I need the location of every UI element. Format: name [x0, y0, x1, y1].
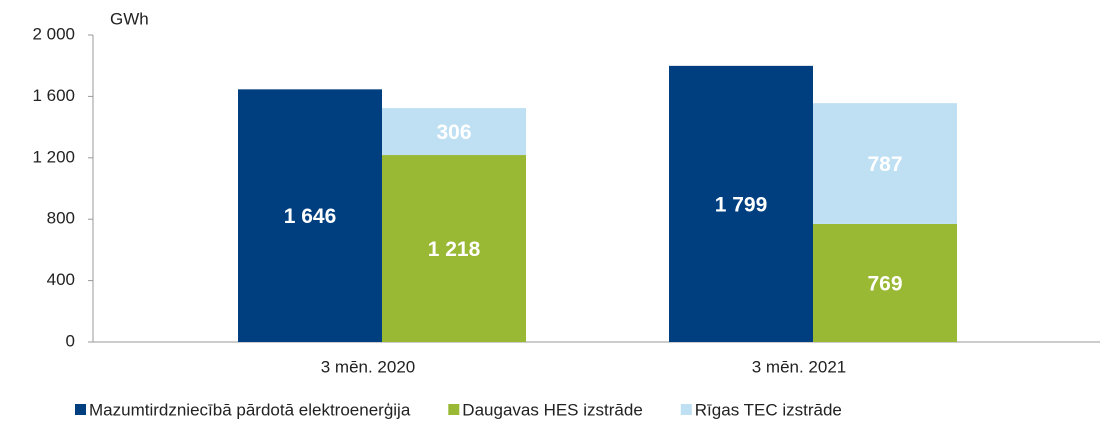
- bar: [382, 155, 526, 342]
- legend-swatch: [680, 404, 692, 415]
- value-label: 769: [867, 273, 902, 296]
- x-tick-label: 3 mēn. 2021: [752, 357, 847, 376]
- legend-swatch: [448, 404, 460, 415]
- bar: [238, 89, 382, 343]
- y-axis-unit: GWh: [110, 9, 149, 28]
- value-label: 787: [867, 153, 902, 176]
- value-label: 1 799: [715, 193, 768, 216]
- value-label: 1 218: [428, 238, 481, 261]
- bar: [813, 223, 957, 342]
- y-tick-label: 0: [66, 331, 75, 350]
- y-tick-label: 800: [47, 209, 75, 228]
- x-tick-label: 3 mēn. 2020: [321, 357, 416, 376]
- legend-label: Mazumtirdzniecībā pārdotā elektroenerģij…: [89, 400, 411, 419]
- legend-label: Rīgas TEC izstrāde: [695, 400, 842, 419]
- y-tick-label: 2 000: [32, 24, 75, 43]
- bar: [813, 103, 957, 224]
- y-tick-label: 400: [47, 270, 75, 289]
- y-tick-label: 1 200: [32, 147, 75, 166]
- value-label: 306: [436, 121, 471, 144]
- bar: [382, 108, 526, 156]
- value-label: 1 646: [284, 205, 337, 228]
- y-tick-label: 1 600: [32, 86, 75, 105]
- bar: [669, 65, 813, 342]
- legend-swatch: [75, 404, 86, 415]
- legend-label: Daugavas HES izstrāde: [462, 400, 642, 419]
